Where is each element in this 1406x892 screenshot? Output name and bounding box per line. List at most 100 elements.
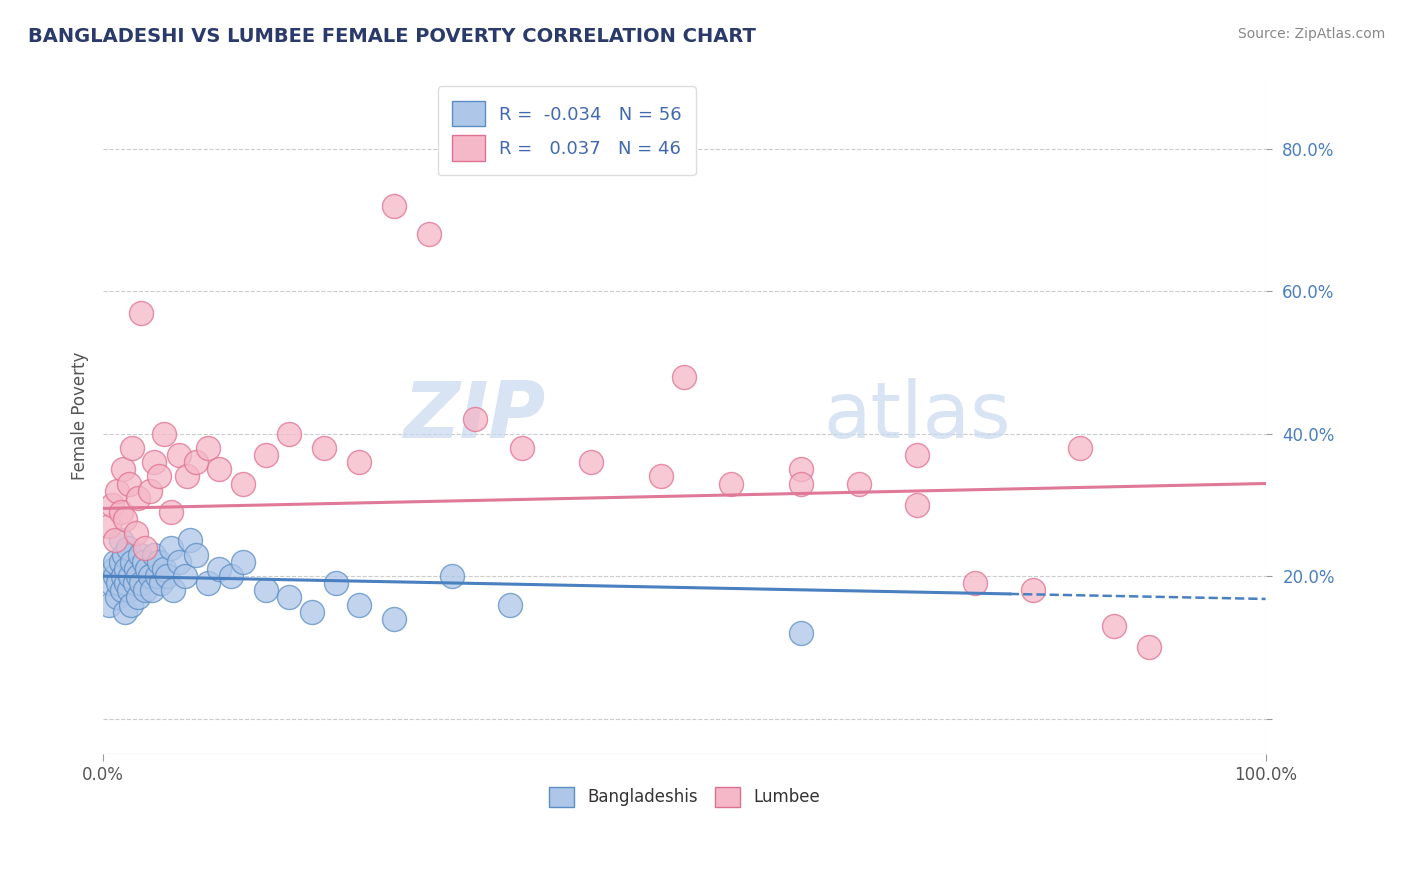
Point [111,569,134,583]
Point [114,605,136,619]
Point [112,548,135,562]
Point [100,576,122,591]
Point [184,455,207,469]
Point [650,469,672,483]
Point [179,533,201,548]
Text: ZIP: ZIP [402,378,546,454]
Point [301,605,323,619]
Point [105,591,128,605]
Point [1069,441,1091,455]
Point [118,476,141,491]
Point [148,469,170,483]
Point [101,498,124,512]
Point [118,583,141,598]
Point [208,562,231,576]
Point [905,448,928,462]
Point [152,426,174,441]
Point [97,598,120,612]
Point [184,548,207,562]
Point [159,541,181,555]
Point [382,199,405,213]
Point [127,491,149,505]
Point [347,598,370,612]
Point [278,426,301,441]
Point [104,555,127,569]
Point [848,476,870,491]
Point [143,455,166,469]
Point [382,612,405,626]
Point [117,541,139,555]
Point [124,576,146,591]
Point [97,519,120,533]
Point [347,455,370,469]
Point [1137,640,1160,655]
Point [197,576,219,591]
Point [124,562,146,576]
Point [114,512,136,526]
Point [510,441,533,455]
Point [118,569,141,583]
Point [905,498,928,512]
Point [110,505,132,519]
Point [141,583,163,598]
Point [464,412,486,426]
Point [121,555,143,569]
Point [134,541,156,555]
Point [232,476,254,491]
Point [129,548,152,562]
Point [127,591,149,605]
Point [325,576,347,591]
Point [105,483,128,498]
Point [110,533,132,548]
Point [104,569,127,583]
Point [499,598,522,612]
Point [156,569,179,583]
Point [312,441,335,455]
Point [581,455,603,469]
Point [121,441,143,455]
Point [167,555,190,569]
Point [254,583,277,598]
Point [720,476,742,491]
Point [143,548,166,562]
Point [232,555,254,569]
Point [278,591,301,605]
Point [138,569,160,583]
Point [789,462,811,476]
Point [103,562,125,576]
Legend: Bangladeshis, Lumbee: Bangladeshis, Lumbee [543,780,827,814]
Point [110,555,132,569]
Point [127,569,149,583]
Text: BANGLADESHI VS LUMBEE FEMALE POVERTY CORRELATION CHART: BANGLADESHI VS LUMBEE FEMALE POVERTY COR… [28,27,756,45]
Point [440,569,463,583]
Point [173,569,195,583]
Point [418,227,440,242]
Point [219,569,242,583]
Point [150,576,173,591]
Point [115,562,138,576]
Point [208,462,231,476]
Point [115,576,138,591]
Point [111,583,134,598]
Point [963,576,986,591]
Point [120,598,142,612]
Point [673,369,696,384]
Point [104,533,127,548]
Point [124,526,146,541]
Point [111,462,134,476]
Point [131,305,153,319]
Text: Source: ZipAtlas.com: Source: ZipAtlas.com [1237,27,1385,41]
Text: atlas: atlas [824,378,1011,454]
Point [176,469,198,483]
Point [148,555,170,569]
Point [134,583,156,598]
Y-axis label: Female Poverty: Female Poverty [72,351,89,480]
Point [1022,583,1045,598]
Point [159,505,181,519]
Point [789,476,811,491]
Point [789,626,811,640]
Point [138,483,160,498]
Point [152,562,174,576]
Point [136,562,159,576]
Point [132,555,155,569]
